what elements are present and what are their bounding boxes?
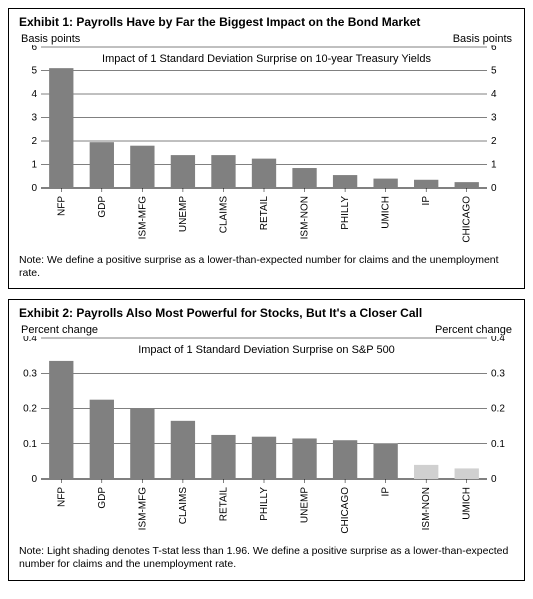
bar [373,179,397,188]
svg-text:0.4: 0.4 [491,336,505,344]
exhibit-2-ylabel-left: Percent change [21,324,98,336]
category-label: CLAIMS [218,196,229,234]
exhibit-1-ylabel-right: Basis points [453,33,512,45]
exhibit-1-chart: 0 0 1 1 2 2 3 3 4 4 5 5 6 6 NFP GDP ISM-MFG UNEMP CLAIMS RE… [19,45,509,250]
bar [130,146,154,188]
category-label: NFP [56,196,67,216]
svg-text:0: 0 [31,474,37,485]
svg-text:1: 1 [491,160,497,171]
bar [333,175,357,188]
category-label: UMICH [462,487,473,520]
exhibit-2-ylabel-right: Percent change [435,324,512,336]
exhibit-1-note: Note: We define a positive surprise as a… [19,254,514,280]
bar [373,444,397,479]
bar [414,180,438,188]
svg-text:0.3: 0.3 [23,369,37,380]
bar [333,440,357,479]
category-label: RETAIL [218,487,229,522]
svg-text:5: 5 [31,66,37,77]
category-label: PHILLY [340,196,351,230]
category-label: NFP [56,487,67,507]
category-label: UMICH [381,196,392,229]
bar [49,68,73,188]
exhibit-1-title: Exhibit 1: Payrolls Have by Far the Bigg… [19,15,514,29]
bar [171,421,195,479]
exhibit-2-title: Exhibit 2: Payrolls Also Most Powerful f… [19,306,514,320]
category-label: UNEMP [178,196,189,232]
exhibit-1: Exhibit 1: Payrolls Have by Far the Bigg… [8,8,525,289]
exhibit-2-note: Note: Light shading denotes T-stat less … [19,545,514,571]
bar [292,168,316,188]
category-label: ISM-MFG [137,196,148,240]
svg-text:0: 0 [491,183,497,194]
exhibit-1-chart-wrap: Impact of 1 Standard Deviation Surprise … [19,45,514,250]
svg-text:0: 0 [491,474,497,485]
svg-text:6: 6 [31,45,37,53]
bar [455,182,479,188]
category-label: CHICAGO [462,196,473,243]
exhibit-2-chart: 0 0 0.1 0.1 0.2 0.2 0.3 0.3 0.4 0.4 NFP GDP ISM-MFG C… [19,336,509,541]
bar [455,469,479,480]
svg-text:0.1: 0.1 [23,439,37,450]
bar [292,439,316,480]
svg-text:2: 2 [491,136,497,147]
bar [130,409,154,480]
svg-text:3: 3 [491,113,497,124]
bar [90,400,114,479]
category-label: CHICAGO [340,487,351,534]
bar [414,465,438,479]
category-label: UNEMP [300,487,311,523]
svg-text:4: 4 [31,89,37,100]
exhibit-2-chart-wrap: Impact of 1 Standard Deviation Surprise … [19,336,514,541]
bar [211,435,235,479]
svg-text:2: 2 [31,136,37,147]
category-label: PHILLY [259,487,270,521]
svg-text:6: 6 [491,45,497,53]
bar [90,142,114,188]
exhibit-2: Exhibit 2: Payrolls Also Most Powerful f… [8,299,525,580]
exhibit-2-axis-labels: Percent change Percent change [19,324,514,336]
bar [171,155,195,188]
category-label: ISM-MFG [137,487,148,531]
exhibit-1-ylabel-left: Basis points [21,33,80,45]
category-label: IP [421,196,432,206]
category-label: GDP [97,196,108,218]
exhibit-1-axis-labels: Basis points Basis points [19,33,514,45]
category-label: ISM-NON [421,487,432,530]
svg-text:0.2: 0.2 [23,404,37,415]
bar [252,159,276,188]
svg-text:1: 1 [31,160,37,171]
svg-text:0: 0 [31,183,37,194]
category-label: CLAIMS [178,487,189,525]
bar [211,155,235,188]
svg-text:0.2: 0.2 [491,404,505,415]
category-label: GDP [97,487,108,509]
svg-text:0.4: 0.4 [23,336,37,344]
bar [252,437,276,479]
svg-text:3: 3 [31,113,37,124]
svg-text:4: 4 [491,89,497,100]
category-label: RETAIL [259,196,270,231]
svg-text:5: 5 [491,66,497,77]
bar [49,361,73,479]
category-label: ISM-NON [300,196,311,239]
category-label: IP [381,487,392,497]
svg-text:0.3: 0.3 [491,369,505,380]
svg-text:0.1: 0.1 [491,439,505,450]
